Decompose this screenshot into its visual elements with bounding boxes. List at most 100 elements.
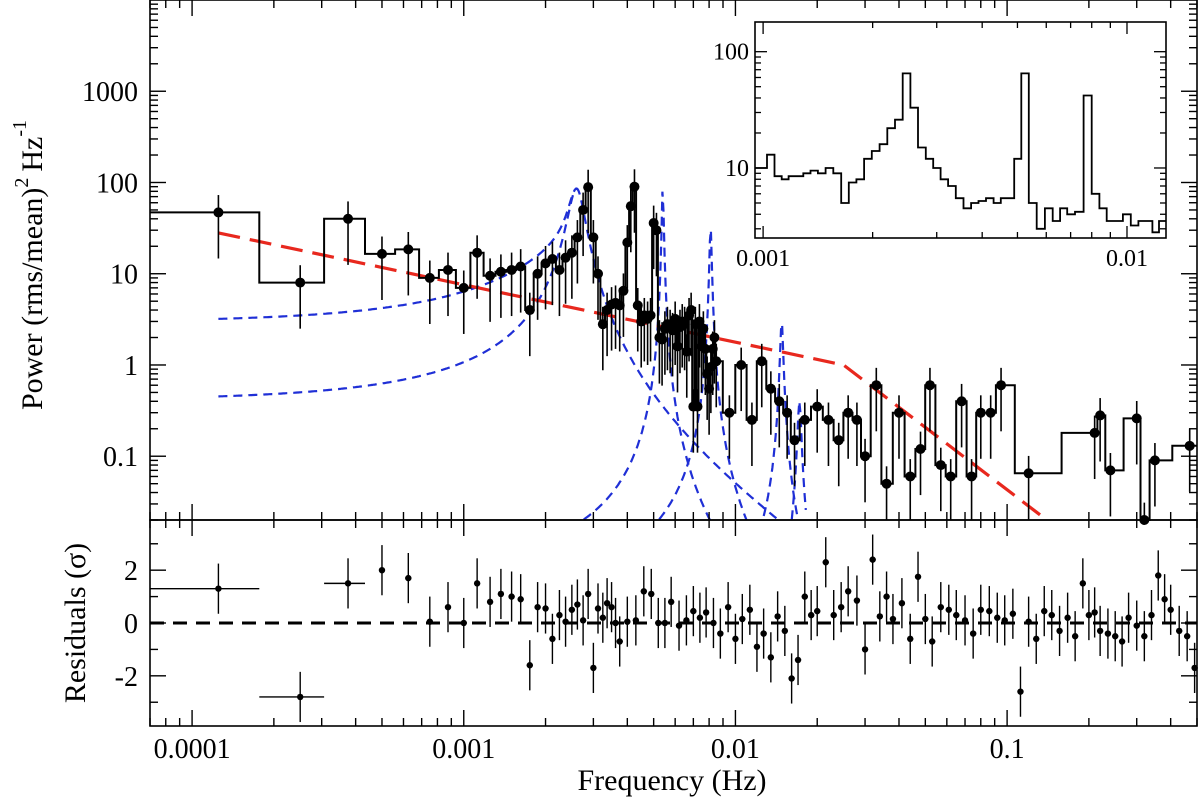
- residual-point: [616, 638, 623, 645]
- inset-step-path: [755, 72, 1166, 234]
- y-tick-label: 10: [110, 260, 138, 291]
- svg-text:Power (rms/mean)2Hz-1: Power (rms/mean)2 Hz-1: [9, 120, 49, 410]
- residual-point: [1025, 618, 1032, 625]
- residual-point: [426, 618, 434, 625]
- residual-point: [542, 605, 549, 612]
- residual-point: [661, 619, 669, 627]
- residual-point: [861, 646, 869, 653]
- data-point: [1023, 468, 1034, 479]
- residual-point: [473, 580, 481, 587]
- residual-point: [1133, 622, 1140, 629]
- data-point: [985, 407, 996, 418]
- residual-point: [579, 617, 587, 624]
- residual-point: [568, 606, 576, 613]
- residual-point: [702, 609, 710, 616]
- residual-point: [869, 556, 876, 563]
- inset-panel: 0.001 0.01 10 100: [713, 21, 1167, 272]
- residual-point: [675, 622, 683, 629]
- residual-point: [534, 603, 541, 611]
- residual-point: [774, 613, 781, 620]
- data-point: [860, 451, 871, 462]
- residual-point: [876, 613, 884, 620]
- residuals-panel: 0.0001 0.001 0.01 0.1 -2 0 2: [115, 519, 1198, 765]
- data-point: [833, 435, 844, 446]
- res-y-tick-label: -2: [115, 662, 138, 693]
- residual-point: [986, 607, 993, 615]
- residual-data-points: [150, 534, 1198, 723]
- data-point: [578, 204, 589, 215]
- data-point: [583, 182, 594, 193]
- inset-frame: [754, 21, 1167, 239]
- residual-point: [1167, 606, 1174, 613]
- residual-point: [937, 603, 944, 611]
- data-point: [515, 261, 526, 272]
- data-point: [566, 247, 577, 258]
- residual-point: [1155, 572, 1162, 579]
- lorentzian-line-5: [790, 401, 807, 520]
- data-point: [1095, 410, 1106, 421]
- residual-point: [914, 573, 922, 580]
- data-point: [700, 343, 711, 354]
- residual-point: [508, 593, 515, 600]
- residual-point: [814, 607, 821, 615]
- residual-point: [1104, 630, 1112, 637]
- residual-point: [781, 627, 789, 635]
- data-point: [736, 359, 747, 370]
- data-point: [756, 356, 767, 367]
- data-point: [625, 201, 636, 212]
- residual-point: [667, 598, 675, 606]
- data-point: [905, 471, 916, 482]
- data-point: [343, 213, 354, 224]
- continuum-line: [218, 231, 1048, 522]
- residual-point: [753, 643, 761, 650]
- data-point: [472, 247, 483, 258]
- residual-point: [584, 590, 592, 598]
- residual-point: [844, 588, 852, 595]
- data-point: [966, 471, 977, 482]
- residual-point: [1048, 611, 1055, 619]
- data-point: [295, 277, 306, 288]
- residual-point: [739, 615, 746, 623]
- residual-point: [574, 601, 581, 608]
- residual-point: [1141, 633, 1148, 640]
- data-point: [632, 300, 643, 311]
- residual-point: [608, 603, 615, 611]
- y-axis-title-unit: Hz: [16, 137, 49, 172]
- lorentzian-broad-wing: [218, 187, 578, 320]
- residual-point: [632, 617, 640, 624]
- residual-point: [640, 588, 648, 595]
- residual-point: [1033, 635, 1040, 643]
- data-point: [495, 266, 506, 277]
- residual-point: [696, 614, 704, 621]
- residual-point: [1118, 638, 1126, 645]
- y-axis-title: Power (rms/mean)2 Hz-1: [9, 120, 49, 410]
- residual-point: [710, 619, 717, 627]
- residual-point: [1183, 633, 1191, 640]
- residual-point: [929, 638, 936, 645]
- data-point: [524, 305, 535, 316]
- residual-point: [788, 675, 795, 682]
- residual-point: [746, 606, 754, 613]
- data-point: [1149, 455, 1160, 466]
- residual-point: [517, 596, 524, 603]
- data-point: [614, 300, 625, 311]
- lorentzian-line-4: [762, 323, 799, 517]
- res-y-tick-label: 0: [124, 609, 138, 640]
- data-point: [485, 270, 496, 281]
- y-tick-label: 100: [96, 168, 138, 199]
- residual-point: [215, 585, 222, 592]
- residuals-axis-title: Residuals (σ): [59, 543, 92, 703]
- data-point: [1105, 465, 1116, 476]
- data-point: [629, 181, 640, 192]
- residual-axis-ticks: 0.0001 0.001 0.01 0.1 -2 0 2: [115, 520, 1198, 765]
- data-point: [774, 396, 785, 407]
- x-tick-label: 0.001: [432, 734, 495, 765]
- residual-point: [444, 603, 452, 611]
- residual-point: [760, 630, 767, 637]
- residual-point: [1096, 627, 1104, 635]
- data-point: [645, 310, 656, 321]
- data-point: [935, 460, 946, 471]
- residual-point: [549, 635, 556, 643]
- residual-point: [969, 630, 977, 637]
